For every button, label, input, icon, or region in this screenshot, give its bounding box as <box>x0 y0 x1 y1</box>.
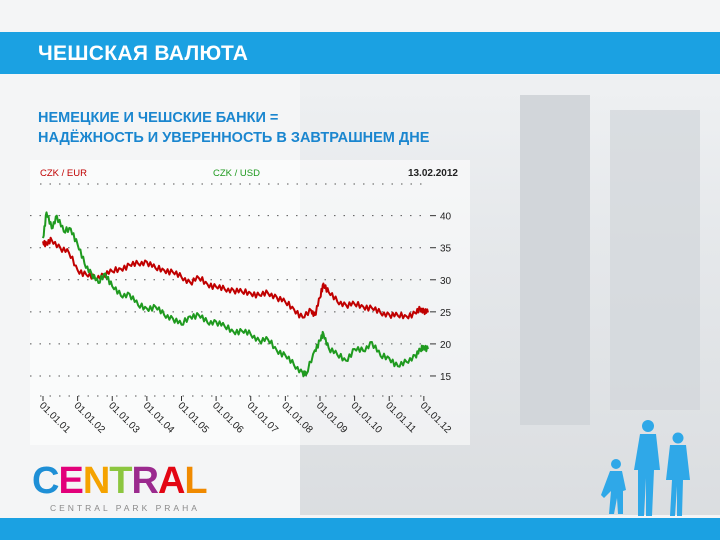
background-building <box>610 110 700 410</box>
logo-letter: T <box>109 460 132 502</box>
logo-letter: R <box>131 460 158 502</box>
logo-letter: L <box>184 460 207 502</box>
series-line-czk-usd <box>42 211 429 378</box>
slide-title: ЧЕШСКАЯ ВАЛЮТА <box>38 42 249 65</box>
y-tick-label: 30 <box>440 276 452 287</box>
y-tick-label: 25 <box>440 308 452 319</box>
y-axis-ticks: 40 35 30 25 20 15 <box>430 212 452 383</box>
logo-letter: N <box>82 460 110 502</box>
y-tick-label: 40 <box>440 212 452 223</box>
legend-czk-eur: CZK / EUR <box>40 168 87 179</box>
family-silhouette-icon <box>601 420 690 516</box>
y-tick-label: 15 <box>440 372 452 383</box>
chart-background <box>30 160 470 445</box>
legend-czk-usd: CZK / USD <box>213 168 260 179</box>
logo-letter: C <box>32 460 59 502</box>
slide-subtitle-line1: НЕМЕЦКИЕ И ЧЕШСКИЕ БАНКИ = <box>38 110 279 126</box>
y-tick-label: 20 <box>440 340 452 351</box>
footer-bar <box>0 518 720 540</box>
slide-subtitle-line2: НАДЁЖНОСТЬ И УВЕРЕННОСТЬ В ЗАВТРАШНЕМ ДН… <box>38 130 430 146</box>
header-bar <box>0 32 720 74</box>
chart-series <box>42 211 429 378</box>
logo-letter: E <box>58 460 83 502</box>
chart-date: 13.02.2012 <box>408 168 458 179</box>
series-line-czk-eur <box>42 236 429 320</box>
logo-letter: A <box>157 460 185 502</box>
chart-grid <box>30 183 428 397</box>
exchange-rate-chart: CZK / EUR CZK / USD 13.02.2012 40 35 30 25 2… <box>30 160 470 445</box>
logo-subtext: CENTRAL PARK PRAHA <box>50 503 200 513</box>
y-tick-label: 35 <box>440 244 452 255</box>
background-building <box>520 95 590 425</box>
central-logo: CENTRAL <box>32 460 208 502</box>
